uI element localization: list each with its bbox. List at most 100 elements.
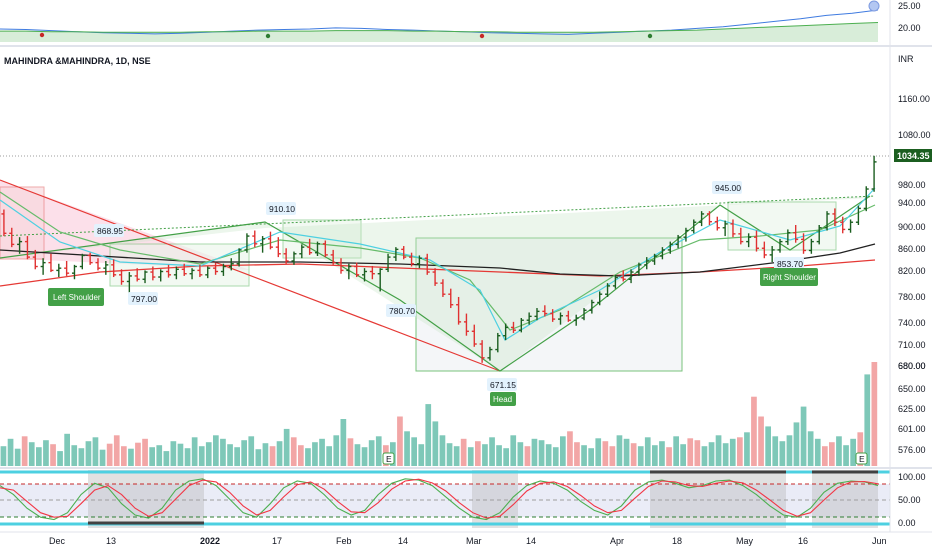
downtrend-line[interactable] (0, 179, 501, 372)
pattern-drawings[interactable] (0, 155, 890, 372)
volume-bar (375, 436, 382, 466)
candle (385, 253, 391, 273)
volume-bar (652, 445, 658, 466)
candle (565, 310, 571, 322)
candle (424, 253, 430, 275)
volume-bar (616, 435, 623, 466)
candle (283, 248, 289, 264)
candle (659, 247, 665, 260)
neckline-dotted[interactable] (0, 195, 876, 237)
candle (691, 219, 697, 234)
volume-bar (191, 437, 198, 466)
candle (166, 264, 172, 278)
candle (189, 268, 195, 280)
candle (597, 291, 603, 306)
candle (503, 323, 509, 341)
candle (863, 186, 869, 212)
left-box[interactable] (0, 186, 45, 260)
candle (644, 257, 650, 270)
candle (518, 318, 524, 333)
price-annotations: 868.95 910.10 945.00 797.00 780.70 671.1… (94, 181, 804, 391)
left-shoulder-tag[interactable] (48, 288, 104, 306)
volume-bar (552, 447, 559, 466)
volume-bar (637, 446, 644, 466)
head-tag[interactable] (490, 392, 516, 406)
svg-text:E: E (859, 454, 865, 464)
marker-green-dot (647, 33, 653, 39)
candle (9, 227, 15, 248)
volume-bar (807, 431, 814, 466)
candle (746, 233, 752, 248)
candle (440, 279, 446, 297)
ma-red (0, 259, 876, 287)
earnings-icon[interactable] (855, 452, 868, 465)
candle (683, 227, 689, 242)
candle (267, 231, 273, 250)
candle (330, 249, 336, 265)
volume-bar (439, 435, 446, 466)
candle (699, 211, 705, 227)
candle (87, 252, 93, 265)
marker-green-dot (265, 33, 271, 39)
volume-bar (673, 436, 679, 466)
volume-axis-tick: 576.00 (898, 445, 926, 455)
candle (550, 309, 556, 322)
candle (244, 233, 250, 253)
candle (675, 234, 681, 249)
volume-bar (198, 446, 205, 466)
candle (134, 268, 140, 282)
right-shoulder-tag[interactable] (760, 268, 818, 286)
earnings-icon[interactable] (382, 452, 395, 465)
candle (314, 241, 320, 256)
candle (605, 283, 611, 297)
last-price-label: 1034.35 (897, 151, 930, 161)
volume-bar (751, 396, 757, 466)
volume-bar (57, 451, 63, 466)
volume-bar (800, 406, 807, 466)
top-indicator-line-1 (0, 22, 879, 33)
candle (620, 270, 626, 282)
earnings-markers[interactable]: E E (382, 452, 868, 465)
volume-bar (248, 436, 255, 466)
volume-bar (836, 436, 842, 466)
candle (197, 264, 203, 278)
pattern-zigzag[interactable] (0, 195, 871, 372)
candle (228, 258, 234, 271)
volume-bar (184, 448, 191, 466)
candle (252, 230, 258, 248)
candle (275, 237, 281, 258)
head-box[interactable] (415, 237, 683, 372)
neck-box[interactable] (282, 219, 362, 259)
candle (581, 308, 587, 321)
volume-bar (283, 428, 290, 466)
volume-bar (262, 443, 269, 466)
candle (416, 255, 422, 269)
last-price-tag (894, 149, 932, 162)
volume-bar (43, 440, 49, 466)
x-axis-tick: Mar (466, 536, 482, 546)
top-axis-tick: 25.00 (898, 1, 921, 11)
candle (612, 274, 618, 289)
candle (56, 263, 62, 278)
candle (369, 265, 375, 280)
volume-bar (36, 447, 42, 466)
candle (777, 238, 783, 253)
candle (706, 211, 712, 225)
volume-bar (354, 444, 361, 466)
volume-bar (99, 449, 106, 466)
volume-bar (333, 435, 340, 466)
annotation-868-95: 868.95 (97, 226, 123, 236)
volume-bar (545, 444, 552, 466)
volume-bar (829, 442, 835, 466)
pattern-labels[interactable]: Left Shoulder Head Right Shoulder (48, 268, 818, 406)
top-axis-tick: 20.00 (898, 23, 921, 33)
candle (142, 270, 148, 284)
volume-bar (319, 438, 325, 466)
volume-bar (850, 438, 856, 466)
volume-bar (524, 446, 531, 466)
candle (456, 296, 462, 325)
x-axis-tick: 18 (672, 536, 682, 546)
volume-bar (602, 441, 609, 466)
volume-bar (666, 447, 672, 466)
